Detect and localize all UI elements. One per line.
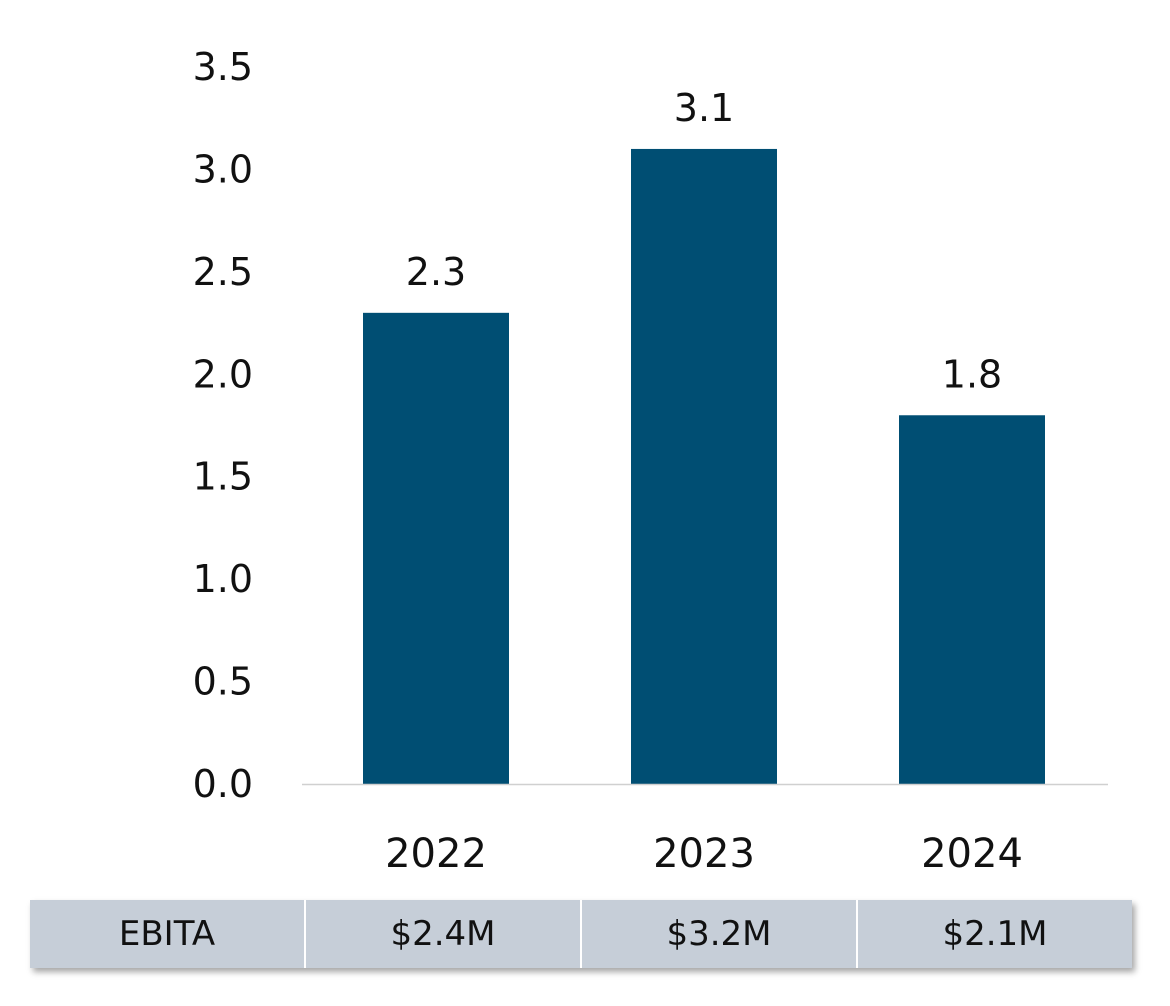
x-tick-label-2023: 2023 — [653, 831, 755, 877]
ebita-value-2023: $3.2M — [582, 900, 858, 968]
bar-chart: 0.00.51.01.52.02.53.03.5 2.33.11.8 2022 2… — [193, 45, 1108, 877]
data-label-2024: 1.8 — [942, 352, 1002, 396]
y-tick-label: 3.5 — [193, 45, 253, 89]
y-tick-label: 2.0 — [193, 352, 253, 396]
bar-2022 — [363, 312, 509, 784]
bars — [363, 148, 1045, 784]
ebita-table: EBITA $2.4M $3.2M $2.1M — [30, 900, 1132, 968]
bar-2024 — [899, 415, 1045, 784]
data-labels: 2.3 3.1 1.8 — [406, 86, 1002, 396]
y-tick-label: 2.5 — [193, 250, 253, 294]
data-label-2023: 3.1 — [674, 86, 734, 130]
y-axis-ticks: 0.0 0.5 1.0 1.5 2.0 2.5 3.0 3.5 — [193, 45, 253, 806]
x-axis-labels: 2022 2023 2024 — [385, 831, 1023, 877]
ebita-row-label: EBITA — [30, 900, 306, 968]
y-tick-label: 0.5 — [193, 660, 253, 704]
ebita-value-2024: $2.1M — [942, 914, 1048, 954]
bar-2023 — [631, 148, 777, 784]
x-tick-label-2024: 2024 — [921, 831, 1023, 877]
y-tick-label: 0.0 — [193, 762, 253, 806]
y-tick-label: 3.0 — [193, 147, 253, 191]
y-tick-label: 1.0 — [193, 557, 253, 601]
data-label-2022: 2.3 — [406, 250, 466, 294]
y-tick-label: 1.5 — [193, 455, 253, 499]
x-tick-label-2022: 2022 — [385, 831, 487, 877]
ebita-value-2022: $2.4M — [306, 900, 582, 968]
